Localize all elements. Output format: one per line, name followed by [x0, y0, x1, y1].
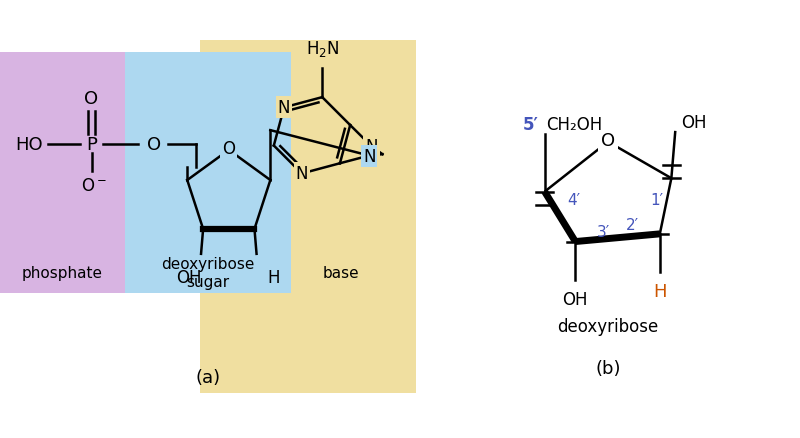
Text: 5′: 5′	[523, 116, 539, 134]
Text: O$^-$: O$^-$	[81, 177, 106, 195]
Text: 3′: 3′	[597, 225, 610, 240]
Text: P: P	[86, 135, 97, 153]
Text: (b): (b)	[595, 360, 621, 378]
Text: (a): (a)	[195, 368, 221, 386]
Text: CH₂OH: CH₂OH	[546, 116, 603, 134]
Text: N: N	[366, 138, 378, 156]
Text: O: O	[85, 90, 98, 108]
Text: N: N	[295, 165, 308, 183]
FancyBboxPatch shape	[200, 41, 416, 393]
Text: base: base	[323, 265, 359, 280]
Text: deoxyribose: deoxyribose	[558, 317, 658, 335]
Text: H: H	[267, 269, 279, 287]
Text: O: O	[147, 135, 161, 153]
Text: 1′: 1′	[650, 192, 664, 207]
Text: O: O	[601, 131, 615, 149]
FancyBboxPatch shape	[0, 53, 158, 294]
Text: N: N	[363, 147, 375, 165]
Text: OH: OH	[681, 114, 706, 132]
Text: OH: OH	[176, 269, 202, 287]
FancyBboxPatch shape	[125, 53, 291, 294]
Text: O: O	[222, 139, 235, 157]
Text: 2′: 2′	[626, 217, 638, 232]
Text: H$_2$N: H$_2$N	[306, 39, 339, 59]
Text: HO: HO	[15, 135, 43, 153]
Text: H: H	[653, 282, 666, 300]
Text: 4′: 4′	[568, 192, 581, 207]
Text: N: N	[278, 99, 290, 117]
Text: OH: OH	[562, 290, 588, 308]
Text: phosphate: phosphate	[22, 265, 103, 280]
Text: deoxyribose
sugar: deoxyribose sugar	[162, 257, 254, 289]
